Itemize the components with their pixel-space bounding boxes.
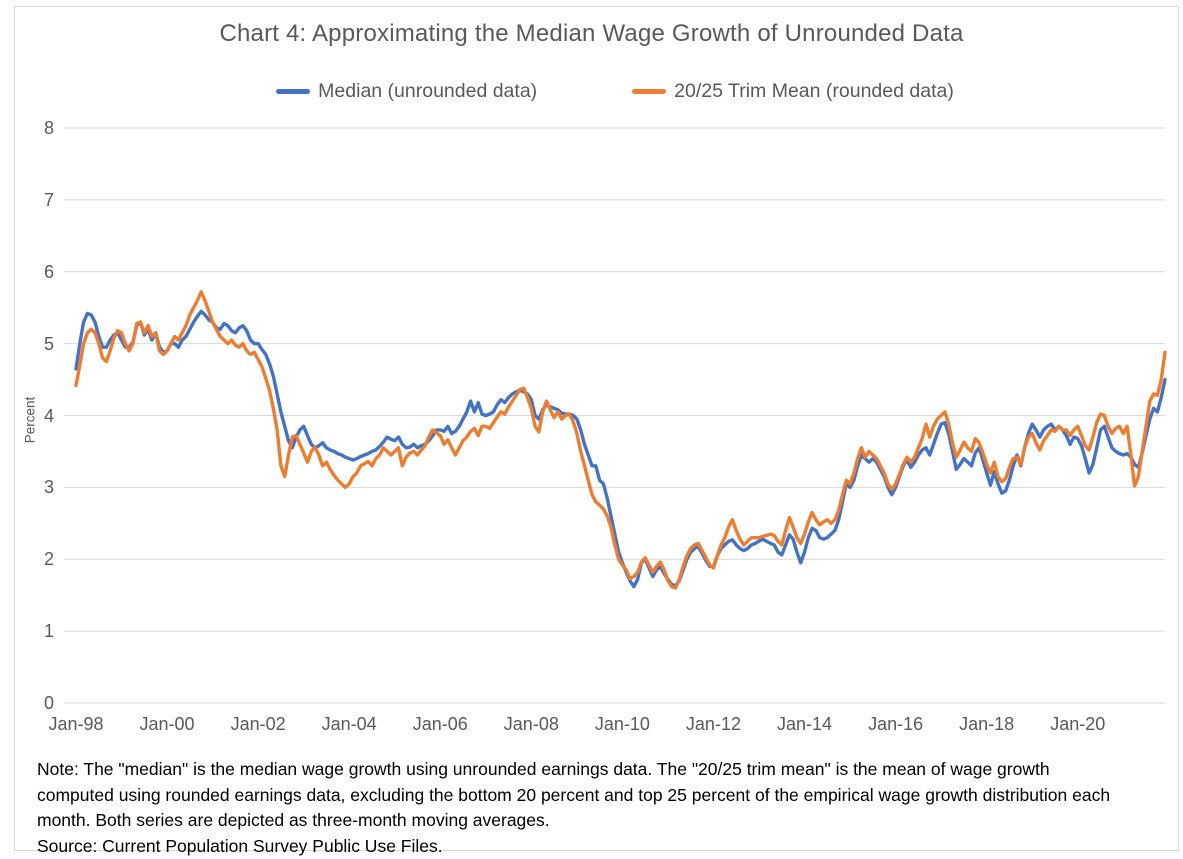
note-line-3: month. Both series are depicted as three… bbox=[37, 810, 550, 830]
y-axis-title: Percent bbox=[22, 396, 38, 444]
trim-mean-line bbox=[74, 290, 1167, 590]
legend-label-median: Median (unrounded data) bbox=[318, 80, 538, 102]
median-line bbox=[74, 309, 1167, 589]
chart-source: Source: Current Population Survey Public… bbox=[37, 835, 443, 856]
note-line-1: Note: The "median" is the median wage gr… bbox=[37, 759, 1050, 779]
chart-frame bbox=[14, 6, 1179, 851]
legend-item-median: Median (unrounded data) bbox=[276, 80, 537, 103]
legend-item-trim-mean: 20/25 Trim Mean (rounded data) bbox=[632, 80, 954, 103]
note-line-2: computed using rounded earnings data, ex… bbox=[37, 784, 1111, 805]
legend: Median (unrounded data) 20/25 Trim Mean … bbox=[65, 80, 1165, 103]
median-line-swatch-icon bbox=[276, 89, 311, 94]
legend-label-trim-mean: 20/25 Trim Mean (rounded data) bbox=[674, 80, 954, 102]
trim-mean-line-swatch-icon bbox=[632, 89, 667, 94]
chart-title: Chart 4: Approximating the Median Wage G… bbox=[219, 20, 964, 47]
chart-note: Note: The "median" is the median wage gr… bbox=[37, 757, 1110, 859]
